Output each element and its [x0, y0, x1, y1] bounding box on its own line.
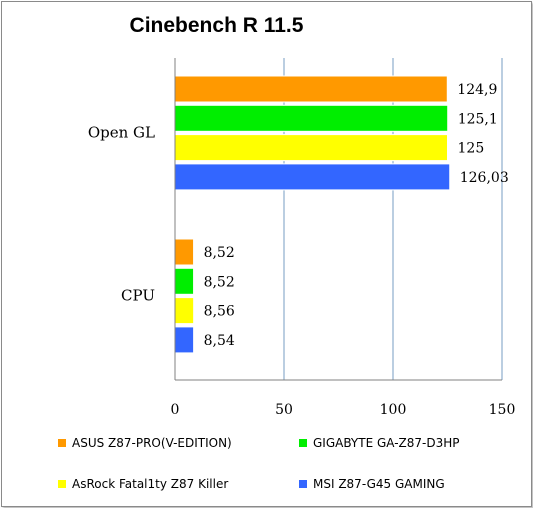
data-label: 8,56 [204, 304, 235, 320]
bar [174, 104, 449, 132]
data-label: 8,54 [204, 333, 235, 349]
data-label: 8,52 [204, 245, 235, 261]
x-tick-label: 0 [171, 402, 180, 418]
bar [174, 134, 448, 162]
data-label: 8,52 [204, 274, 235, 290]
bar [174, 75, 448, 103]
x-tick-label: 100 [380, 402, 407, 418]
bar [174, 297, 195, 325]
x-tick-label: 50 [275, 402, 293, 418]
bar [174, 326, 195, 354]
bar [174, 238, 195, 266]
chart-title: Cinebench R 11.5 [129, 14, 304, 37]
data-label: 124,9 [457, 82, 497, 98]
category-label: Open GL [88, 124, 155, 142]
data-label: 125 [458, 141, 485, 157]
x-tick-label: 150 [489, 402, 516, 418]
data-label: 125,1 [458, 111, 498, 127]
category-label: CPU [121, 287, 155, 305]
bar [174, 267, 195, 295]
bar [174, 163, 451, 191]
data-label: 126,03 [460, 170, 509, 186]
